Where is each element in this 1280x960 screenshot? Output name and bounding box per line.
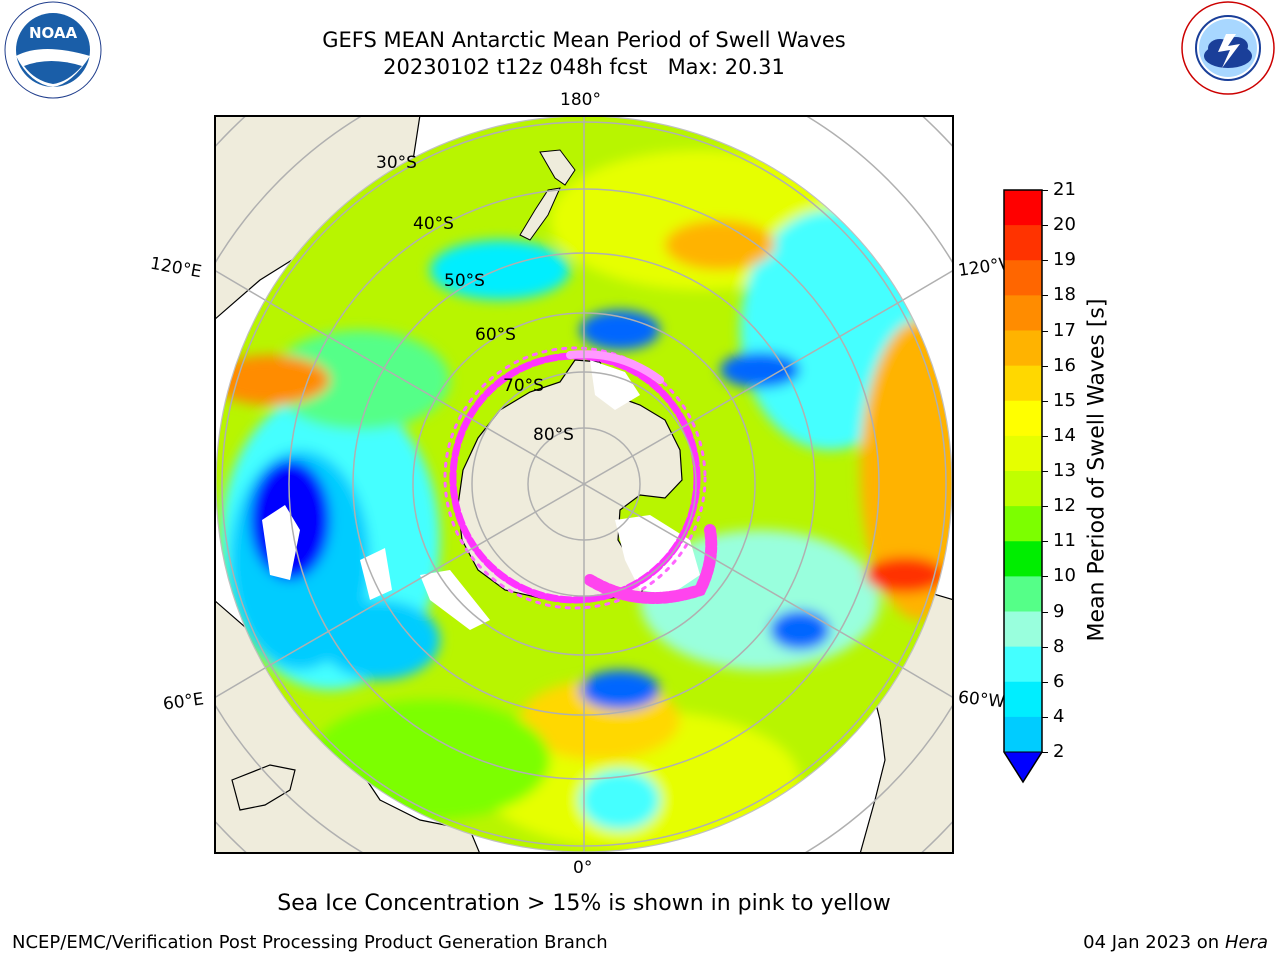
- noaa-logo: NOAA: [2, 0, 104, 100]
- colorbar-tick-label: 8: [1053, 635, 1065, 657]
- colorbar-tick-label: 12: [1053, 495, 1076, 517]
- colorbar-segment: [1004, 611, 1042, 648]
- colorbar-outline: [1003, 189, 1043, 784]
- outer-graticule: [216, 117, 952, 852]
- graticule: [221, 117, 947, 852]
- colorbar-segment: [1004, 400, 1042, 437]
- antarctica: [457, 359, 700, 601]
- colorbar-segment: [1004, 646, 1042, 683]
- colorbar-segment: [1004, 190, 1042, 226]
- colorbar-segment: [1004, 716, 1042, 753]
- colorbar-segment: [1004, 260, 1042, 296]
- chart-title: GEFS MEAN Antarctic Mean Period of Swell…: [322, 28, 846, 52]
- colorbar-segment: [1004, 541, 1042, 577]
- colorbar-tick-mark: [1042, 506, 1048, 508]
- colorbar-tick-label: 21: [1053, 179, 1076, 200]
- colorbar-segment: [1004, 330, 1042, 367]
- colorbar-tick-label: 2: [1053, 741, 1065, 762]
- colorbar-tick-label: 18: [1053, 284, 1076, 306]
- colorbar-tick-mark: [1042, 435, 1048, 437]
- footer-host: Hera: [1224, 932, 1268, 953]
- colorbar-segment: [1004, 435, 1042, 472]
- footer-date-text: 04 Jan 2023 on: [1083, 932, 1225, 953]
- colorbar-segment: [1004, 506, 1042, 542]
- colorbar-segment: [1004, 365, 1042, 402]
- colorbar-tick-label: 20: [1053, 214, 1076, 236]
- colorbar-extend-arrow: [1003, 751, 1043, 783]
- colorbar-tick-label: 9: [1053, 600, 1065, 622]
- colorbar-tick-mark: [1042, 330, 1048, 332]
- colorbar-tick-label: 14: [1053, 424, 1076, 446]
- colorbar-tick-mark: [1042, 225, 1048, 227]
- colorbar-tick-mark: [1042, 400, 1048, 402]
- chart-subtitle: 20230102 t12z 048h fcst Max: 20.31: [383, 55, 785, 79]
- lat-label-50s: 50°S: [444, 271, 485, 291]
- lon-label-180: 180°: [560, 90, 601, 110]
- colorbar-tick-label: 13: [1053, 460, 1076, 481]
- colorbar-tick-mark: [1042, 541, 1048, 543]
- colorbar-tick-mark: [1042, 365, 1048, 367]
- lon-label-0: 0°: [573, 858, 593, 878]
- colorbar-tick-label: 17: [1053, 319, 1076, 341]
- colorbar-tick-label: 11: [1053, 530, 1076, 552]
- lat-label-70s: 70°S: [503, 376, 544, 396]
- colorbar-segment: [1004, 225, 1042, 261]
- svg-text:NOAA: NOAA: [29, 24, 78, 42]
- sea-ice-caption: Sea Ice Concentration > 15% is shown in …: [277, 891, 891, 916]
- nws-logo: [1178, 0, 1278, 100]
- colorbar-tick-label: 15: [1053, 389, 1076, 411]
- colorbar-tick-label: 19: [1053, 249, 1076, 271]
- colorbar-tick-mark: [1042, 716, 1048, 718]
- new-zealand: [519, 149, 576, 241]
- lon-label-120e: 120°E: [148, 253, 204, 283]
- footer-date: 04 Jan 2023 on Hera: [1083, 932, 1268, 954]
- colorbar: [1000, 186, 1050, 786]
- footer-credit: NCEP/EMC/Verification Post Processing Pr…: [12, 932, 608, 953]
- lat-label-80s: 80°S: [533, 425, 574, 445]
- sea-ice-edge: [443, 346, 718, 610]
- polar-map: [214, 115, 954, 854]
- lat-label-30s: 30°S: [376, 153, 417, 173]
- colorbar-tick-mark: [1042, 611, 1048, 613]
- colorbar-tick-label: 16: [1053, 354, 1076, 376]
- colorbar-tick-mark: [1042, 752, 1048, 753]
- colorbar-tick-mark: [1042, 295, 1048, 297]
- lon-label-60e: 60°E: [161, 689, 206, 715]
- colorbar-tick-label: 4: [1053, 705, 1065, 727]
- lat-label-40s: 40°S: [413, 214, 454, 234]
- lon-label-60w: 60°W: [957, 687, 1006, 713]
- colorbar-segment: [1004, 576, 1042, 612]
- colorbar-tick-label: 6: [1053, 670, 1065, 692]
- colorbar-label: Mean Period of Swell Waves [s]: [1084, 298, 1110, 642]
- colorbar-tick-mark: [1042, 190, 1048, 191]
- colorbar-tick-mark: [1042, 471, 1048, 472]
- colorbar-tick-label: 10: [1053, 565, 1076, 587]
- colorbar-segment: [1004, 295, 1042, 331]
- colorbar-segment: [1004, 681, 1042, 718]
- colorbar-tick-mark: [1042, 646, 1048, 648]
- colorbar-tick-mark: [1042, 681, 1048, 683]
- colorbar-tick-mark: [1042, 576, 1048, 578]
- colorbar-segment: [1004, 471, 1042, 507]
- lat-label-60s: 60°S: [475, 325, 516, 345]
- colorbar-tick-mark: [1042, 260, 1048, 262]
